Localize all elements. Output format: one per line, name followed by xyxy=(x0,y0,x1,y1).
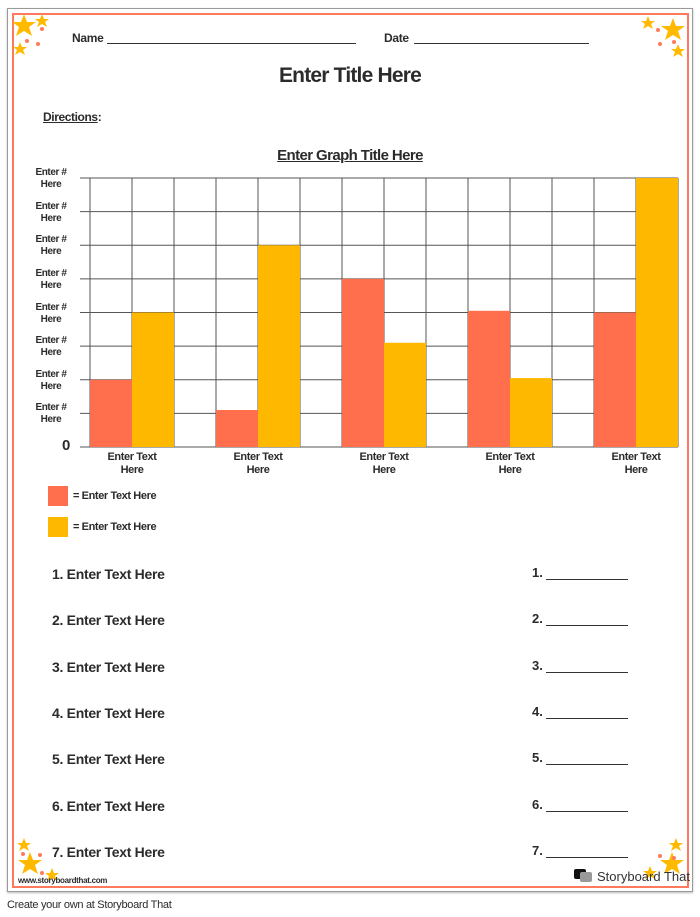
answer-field[interactable] xyxy=(546,764,628,766)
question-item: 6. Enter Text Here xyxy=(52,797,165,814)
y-tick-label: Enter # Here xyxy=(35,200,67,224)
y-tick-label: Enter # Here xyxy=(35,234,67,258)
question-item: 2. Enter Text Here xyxy=(52,612,165,629)
y-tick-label: Enter # Here xyxy=(35,368,67,392)
answer-field[interactable] xyxy=(546,625,628,627)
bar-series-2 xyxy=(510,378,552,447)
bar-series-1 xyxy=(594,312,636,447)
y-tick-label: Enter # Here xyxy=(35,402,67,426)
answer-field[interactable] xyxy=(546,671,628,673)
stars-decoration-bottom-right-icon xyxy=(643,838,684,879)
website-watermark: www.storyboardthat.com xyxy=(18,876,108,885)
x-tick-label: Enter Text Here xyxy=(233,451,283,476)
question-item: 3. Enter Text Here xyxy=(52,658,165,675)
directions-text: Directions xyxy=(43,110,98,124)
bar-series-2 xyxy=(258,245,300,447)
legend-swatch-series-2 xyxy=(48,517,68,537)
answer-field[interactable] xyxy=(546,717,628,719)
bar-chart xyxy=(80,177,679,448)
bar-series-1 xyxy=(216,410,258,447)
bar-series-1 xyxy=(342,278,384,447)
date-label: Date xyxy=(384,31,409,45)
x-tick-label: Enter Text Here xyxy=(107,451,157,476)
directions-colon: : xyxy=(97,110,102,124)
worksheet-page xyxy=(7,8,693,892)
answer-number: 7. xyxy=(532,842,543,858)
bar-series-1 xyxy=(468,310,510,447)
y-tick-label: Enter # Here xyxy=(35,335,67,359)
date-field[interactable] xyxy=(414,43,589,44)
answer-number: 4. xyxy=(532,703,543,719)
storyboardthat-logo: Storyboard That xyxy=(574,868,690,884)
question-item: 7. Enter Text Here xyxy=(52,843,165,860)
question-item: 1. Enter Text Here xyxy=(52,566,165,582)
question-item: 5. Enter Text Here xyxy=(52,751,165,768)
chart-title: Enter Graph Title Here xyxy=(277,147,423,164)
name-field[interactable] xyxy=(107,43,356,44)
question-item: 4. Enter Text Here xyxy=(52,704,165,721)
bar-series-2 xyxy=(132,312,174,447)
answer-number: 5. xyxy=(532,750,543,766)
answer-number: 6. xyxy=(532,796,543,812)
bar-series-2 xyxy=(636,178,678,447)
speech-bubbles-icon xyxy=(574,869,592,882)
bar-series-1 xyxy=(90,379,132,447)
bar-series-2 xyxy=(384,342,426,447)
page-title: Enter Title Here xyxy=(278,64,422,87)
answer-number: 3. xyxy=(532,657,543,673)
stars-decoration-bottom-left-icon xyxy=(17,838,59,881)
legend-label-series-2: = Enter Text Here xyxy=(73,521,157,533)
answer-number: 2. xyxy=(532,611,543,627)
y-tick-label: Enter # Here xyxy=(35,301,67,325)
stars-decoration-top-left-icon xyxy=(12,14,49,55)
legend-label-series-1: = Enter Text Here xyxy=(73,490,157,502)
footer-text: Create your own at Storyboard That xyxy=(7,899,172,911)
answer-field[interactable] xyxy=(546,856,628,858)
y-tick-label: 0 xyxy=(62,437,70,454)
x-tick-label: Enter Text Here xyxy=(611,451,661,476)
x-tick-label: Enter Text Here xyxy=(485,451,535,476)
name-label: Name xyxy=(72,31,104,45)
y-tick-label: Enter # Here xyxy=(35,267,67,291)
logo-text: Storyboard That xyxy=(597,868,690,884)
y-tick-label: Enter # Here xyxy=(35,167,67,190)
answer-field[interactable] xyxy=(546,810,628,812)
answer-number: 1. xyxy=(532,565,543,580)
worksheet-border xyxy=(12,13,689,888)
stars-decoration-top-right-icon xyxy=(641,16,685,57)
answer-field[interactable] xyxy=(546,579,628,580)
x-tick-label: Enter Text Here xyxy=(359,451,409,476)
legend-swatch-series-1 xyxy=(48,486,68,506)
directions-label: Directions: xyxy=(43,110,102,124)
